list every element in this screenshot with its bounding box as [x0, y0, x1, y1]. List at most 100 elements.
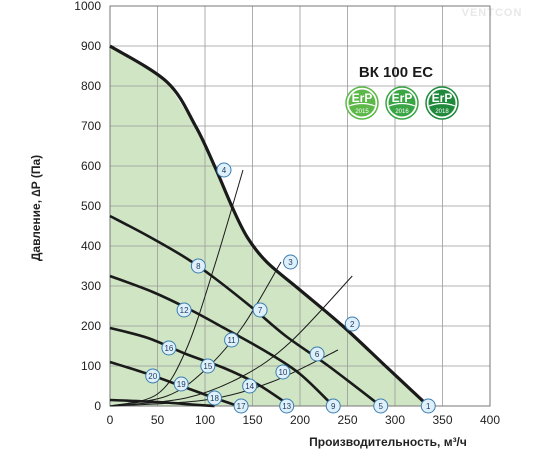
- model-title: ВК 100 ЕС: [359, 64, 433, 81]
- point-label: 6: [315, 350, 320, 359]
- operating-point: 13: [279, 398, 295, 414]
- fan-curve: [109, 44, 430, 408]
- point-label: 3: [288, 258, 293, 267]
- point-marker: [216, 162, 232, 178]
- point-label: 9: [331, 402, 336, 411]
- point-label: 11: [227, 336, 236, 345]
- point-marker: [325, 398, 341, 414]
- erp-badge: ErP 2015: [345, 86, 379, 120]
- x-tick-label: 50: [151, 413, 165, 427]
- y-tick-label: 400: [81, 239, 101, 253]
- y-tick-label: 900: [81, 39, 101, 53]
- point-marker: [161, 340, 177, 356]
- y-tick-label: 300: [81, 279, 101, 293]
- x-tick-label: 300: [385, 413, 405, 427]
- point-marker: [420, 398, 436, 414]
- operating-area: [110, 46, 429, 406]
- operating-point: 17: [233, 398, 249, 414]
- watermark-text: VENTCON: [462, 7, 523, 19]
- operating-point: 16: [161, 340, 177, 356]
- point-label: 13: [282, 402, 291, 411]
- point-marker: [283, 254, 298, 270]
- operating-point: 20: [145, 368, 161, 384]
- point-label: 8: [196, 262, 201, 271]
- point-marker: [252, 302, 268, 318]
- point-marker: [190, 258, 206, 274]
- point-marker: [242, 378, 258, 394]
- operating-point: 14: [242, 378, 258, 394]
- operating-point: 3: [283, 254, 298, 270]
- point-marker: [207, 390, 222, 406]
- point-marker: [145, 368, 161, 384]
- x-tick-label: 400: [480, 413, 500, 427]
- operating-point: 15: [200, 358, 216, 374]
- operating-point: 12: [176, 302, 192, 318]
- point-marker: [224, 332, 240, 348]
- y-tick-label: 700: [81, 119, 101, 133]
- operating-point: 10: [275, 364, 291, 380]
- operating-point: 6: [309, 346, 325, 362]
- point-label: 10: [278, 368, 287, 377]
- point-marker: [279, 398, 295, 414]
- y-axis-ticks: 0 100 200 300 400 500 600 700 800 900 1000: [74, 0, 101, 413]
- badge-swoosh: [428, 102, 456, 107]
- y-tick-label: 1000: [74, 0, 101, 13]
- grid: [109, 5, 491, 407]
- badge-year-text: 2015: [355, 109, 369, 115]
- point-marker: [344, 316, 360, 332]
- resistance-line: [109, 169, 244, 407]
- point-label: 5: [379, 402, 384, 411]
- point-marker: [275, 364, 291, 380]
- resistance-line: [109, 349, 339, 407]
- erp-badges: ErP 2015 ErP 2016 ErP 2018: [345, 86, 459, 120]
- point-marker: [373, 398, 389, 414]
- x-tick-label: 350: [432, 413, 452, 427]
- x-tick-label: 150: [242, 413, 262, 427]
- operating-point: 9: [325, 398, 341, 414]
- erp-badge: ErP 2018: [425, 86, 459, 120]
- operating-point: 2: [344, 316, 360, 332]
- point-label: 2: [350, 320, 355, 329]
- y-tick-label: 100: [81, 359, 101, 373]
- plot-frame: [109, 5, 491, 407]
- fan-curve: [109, 398, 215, 408]
- x-tick-label: 200: [290, 413, 310, 427]
- point-label: 17: [237, 402, 246, 411]
- y-tick-label: 0: [94, 399, 101, 413]
- point-marker: [309, 346, 325, 362]
- point-label: 7: [258, 306, 263, 315]
- badge-year-text: 2018: [435, 109, 449, 115]
- point-label: 19: [177, 380, 186, 389]
- fan-curve: [109, 214, 382, 408]
- erp-badge: ErP 2016: [385, 86, 419, 120]
- point-label: 1: [426, 402, 431, 411]
- fan-curve: [109, 274, 335, 407]
- badge-year-text: 2016: [395, 109, 409, 115]
- x-tick-label: 0: [107, 413, 114, 427]
- point-label: 12: [180, 306, 189, 315]
- x-tick-label: 100: [195, 413, 215, 427]
- point-marker: [173, 376, 189, 392]
- operating-point: 4: [216, 162, 232, 178]
- y-tick-label: 500: [81, 199, 101, 213]
- operating-point: 19: [173, 376, 189, 392]
- operating-point: 8: [190, 258, 206, 274]
- y-tick-label: 600: [81, 159, 101, 173]
- point-label: 16: [164, 344, 173, 353]
- operating-point: 1: [420, 398, 436, 414]
- operating-point: 18: [207, 390, 222, 406]
- badge-erp-text: ErP: [352, 91, 373, 105]
- badge-erp-text: ErP: [432, 91, 453, 105]
- point-marker: [200, 358, 216, 374]
- point-label: 15: [203, 362, 212, 371]
- operating-point: 5: [373, 398, 389, 414]
- y-axis-title: Давление, ∆P (Па): [29, 155, 43, 261]
- point-label: 4: [222, 166, 227, 175]
- x-tick-label: 250: [337, 413, 357, 427]
- y-tick-label: 800: [81, 79, 101, 93]
- point-label: 14: [245, 382, 254, 391]
- point-marker: [176, 302, 192, 318]
- badge-swoosh: [388, 102, 416, 107]
